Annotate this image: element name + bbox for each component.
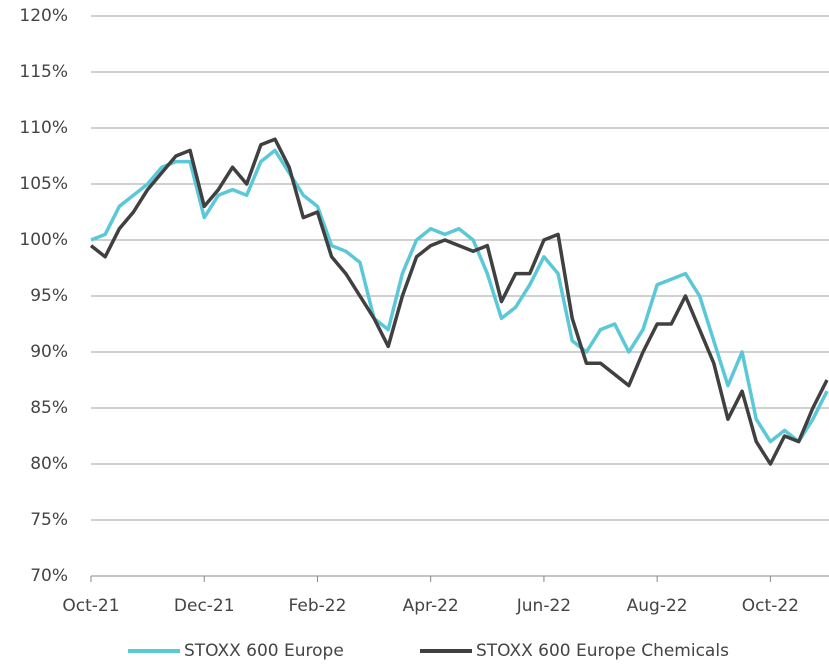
x-tick-label: Oct-21: [62, 596, 119, 616]
y-tick-label: 90%: [30, 342, 68, 362]
legend-label: STOXX 600 Europe: [184, 641, 344, 661]
y-tick-label: 85%: [30, 398, 68, 418]
y-tick-label: 75%: [30, 510, 68, 530]
x-tick-label: Dec-21: [174, 596, 235, 616]
y-tick-label: 120%: [19, 6, 68, 26]
y-tick-label: 115%: [19, 62, 68, 82]
series-line: [90, 148, 829, 444]
legend-label: STOXX 600 Europe Chemicals: [476, 641, 729, 661]
y-tick-label: 105%: [19, 174, 68, 194]
x-tick-label: Aug-22: [627, 596, 688, 616]
x-tick-label: Jun-22: [516, 596, 571, 616]
y-tick-label: 110%: [19, 118, 68, 138]
x-tick-label: Feb-22: [289, 596, 347, 616]
y-tick-label: 70%: [30, 566, 68, 586]
x-tick-label: Oct-22: [742, 596, 799, 616]
y-tick-label: 100%: [19, 230, 68, 250]
y-tick-label: 95%: [30, 286, 68, 306]
x-tick-label: Apr-22: [403, 596, 459, 616]
y-tick-label: 80%: [30, 454, 68, 474]
series-line: [89, 137, 829, 466]
